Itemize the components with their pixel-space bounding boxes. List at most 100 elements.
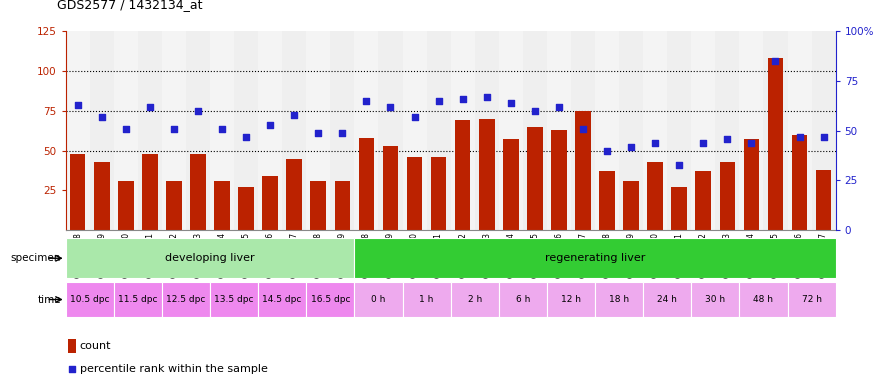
- Bar: [788, 282, 836, 317]
- Bar: [66, 31, 90, 230]
- Bar: [210, 282, 258, 317]
- Text: 11.5 dpc: 11.5 dpc: [118, 295, 158, 304]
- Point: [793, 134, 807, 140]
- Point: [215, 126, 229, 132]
- Point: [167, 126, 181, 132]
- Bar: [816, 170, 831, 230]
- Bar: [359, 138, 374, 230]
- Bar: [238, 187, 254, 230]
- Point: [720, 136, 734, 142]
- Bar: [479, 119, 494, 230]
- Bar: [571, 31, 595, 230]
- Bar: [671, 187, 687, 230]
- Bar: [382, 146, 398, 230]
- Text: percentile rank within the sample: percentile rank within the sample: [80, 364, 268, 374]
- Text: developing liver: developing liver: [165, 253, 255, 263]
- Bar: [162, 282, 210, 317]
- Text: 0 h: 0 h: [371, 295, 386, 304]
- Bar: [162, 31, 186, 230]
- Bar: [142, 154, 158, 230]
- Bar: [523, 31, 547, 230]
- Point: [191, 108, 205, 114]
- Point: [816, 134, 830, 140]
- Text: 6 h: 6 h: [515, 295, 530, 304]
- Bar: [402, 31, 427, 230]
- Point: [576, 126, 590, 132]
- Bar: [767, 58, 783, 230]
- Bar: [66, 238, 354, 278]
- Point: [71, 101, 85, 108]
- Point: [672, 161, 686, 167]
- Point: [745, 139, 759, 146]
- Text: 72 h: 72 h: [802, 295, 822, 304]
- Point: [65, 366, 79, 372]
- Bar: [234, 31, 258, 230]
- Point: [312, 129, 326, 136]
- Text: GDS2577 / 1432134_at: GDS2577 / 1432134_at: [57, 0, 202, 12]
- Bar: [306, 282, 354, 317]
- Bar: [402, 282, 451, 317]
- Bar: [286, 159, 302, 230]
- Bar: [691, 31, 716, 230]
- Bar: [648, 162, 663, 230]
- Text: 30 h: 30 h: [705, 295, 725, 304]
- Bar: [499, 282, 547, 317]
- Bar: [258, 31, 283, 230]
- Bar: [716, 31, 739, 230]
- Bar: [354, 31, 379, 230]
- Point: [94, 114, 108, 120]
- Bar: [739, 31, 764, 230]
- Point: [480, 94, 494, 100]
- Bar: [334, 181, 350, 230]
- Point: [335, 129, 349, 136]
- Bar: [258, 282, 306, 317]
- Point: [383, 104, 397, 110]
- Bar: [283, 31, 306, 230]
- Bar: [407, 157, 423, 230]
- Bar: [551, 130, 567, 230]
- Bar: [595, 31, 619, 230]
- Bar: [691, 282, 739, 317]
- Bar: [547, 31, 571, 230]
- Text: 14.5 dpc: 14.5 dpc: [262, 295, 302, 304]
- Point: [528, 108, 542, 114]
- Bar: [668, 31, 691, 230]
- Bar: [114, 31, 138, 230]
- Bar: [719, 162, 735, 230]
- Bar: [788, 31, 812, 230]
- Text: 1 h: 1 h: [419, 295, 434, 304]
- Point: [600, 147, 614, 154]
- Text: 2 h: 2 h: [467, 295, 482, 304]
- Bar: [499, 31, 523, 230]
- Text: time: time: [38, 295, 61, 305]
- Bar: [70, 154, 86, 230]
- Point: [552, 104, 566, 110]
- Text: 18 h: 18 h: [609, 295, 629, 304]
- Bar: [527, 127, 542, 230]
- Point: [431, 98, 445, 104]
- Bar: [696, 171, 711, 230]
- Point: [143, 104, 157, 110]
- Text: 48 h: 48 h: [753, 295, 774, 304]
- Bar: [306, 31, 331, 230]
- Bar: [792, 134, 808, 230]
- Point: [624, 144, 638, 150]
- Text: specimen: specimen: [10, 253, 61, 263]
- Point: [768, 58, 782, 64]
- Bar: [166, 181, 182, 230]
- Bar: [430, 157, 446, 230]
- Bar: [210, 31, 235, 230]
- Bar: [114, 282, 162, 317]
- Text: 10.5 dpc: 10.5 dpc: [70, 295, 109, 304]
- Bar: [262, 176, 278, 230]
- Bar: [547, 282, 595, 317]
- Text: 16.5 dpc: 16.5 dpc: [311, 295, 350, 304]
- Bar: [331, 31, 354, 230]
- Text: 24 h: 24 h: [657, 295, 677, 304]
- Point: [287, 111, 301, 118]
- Bar: [354, 238, 836, 278]
- Point: [456, 96, 470, 102]
- Bar: [643, 31, 668, 230]
- Bar: [599, 171, 615, 230]
- Bar: [427, 31, 451, 230]
